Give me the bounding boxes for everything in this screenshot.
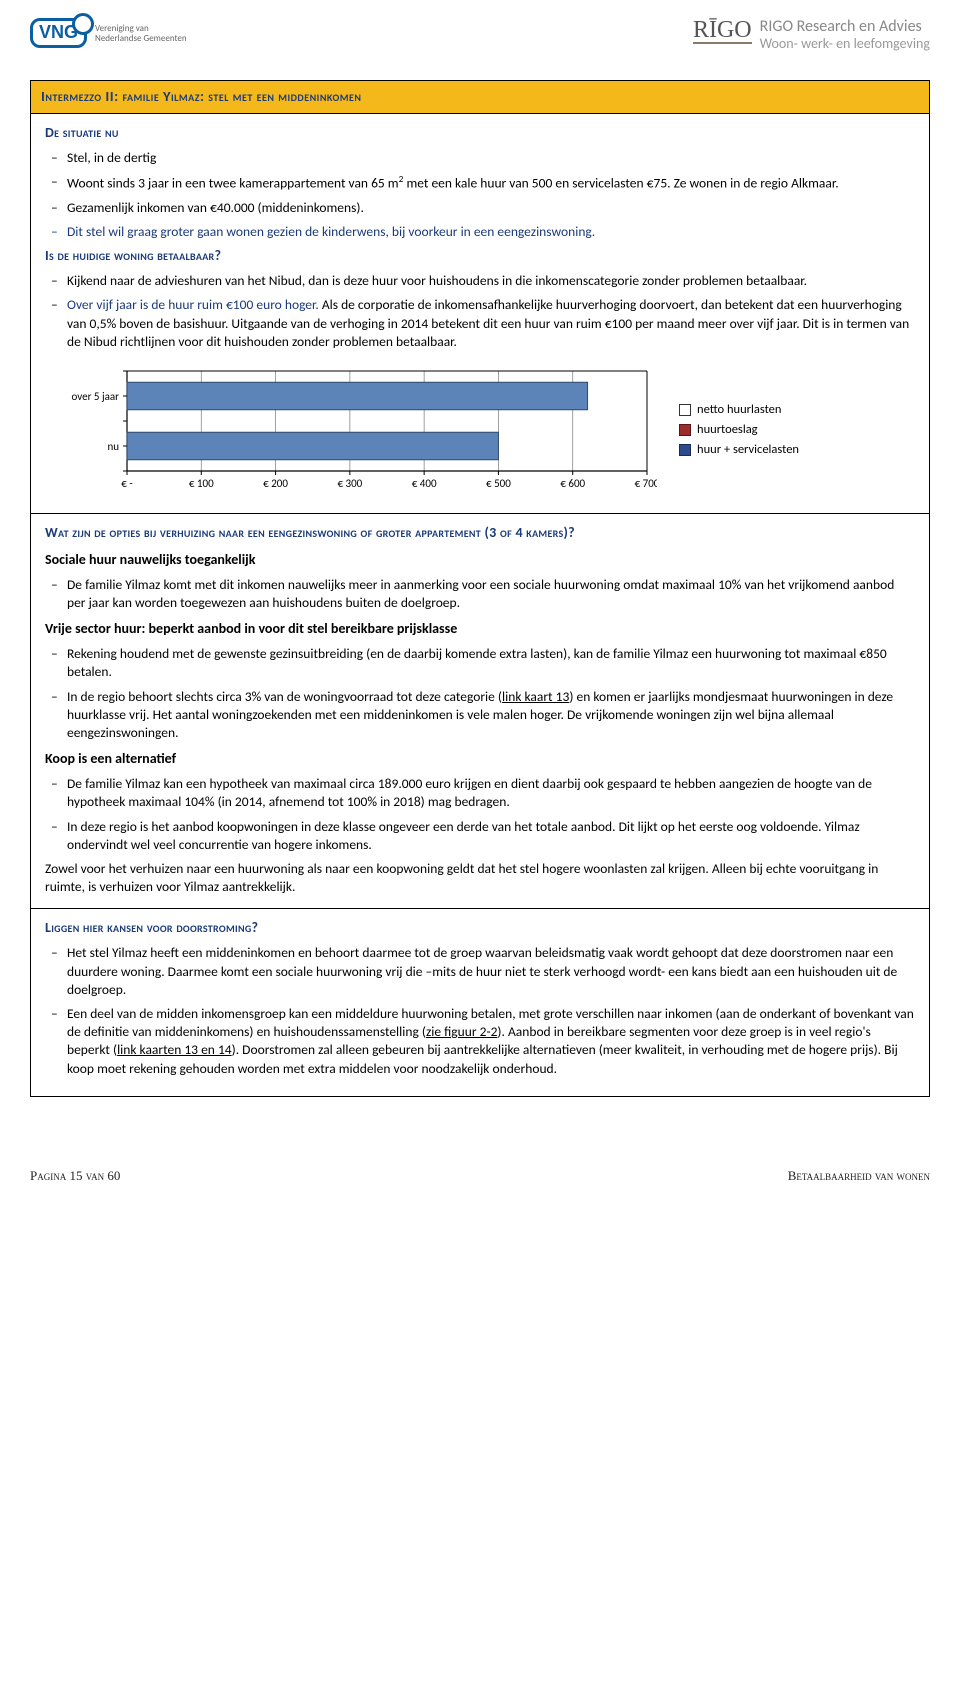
chart-svg: € - € 100 € 200 € 300 € 400 € 500 € 600 € 700 ov… (57, 365, 657, 495)
vng-logo: VNG Vereniging van Nederlandse Gemeenten (30, 18, 187, 48)
legend-huurservice: huur + servicelasten (679, 442, 799, 459)
vng-badge: VNG (30, 18, 87, 48)
legend-netto-label: netto huurlasten (697, 402, 781, 419)
link-kaarten-13-14[interactable]: link kaarten 13 en 14 (117, 1041, 232, 1058)
rigo-line1: RIGO Research en Advies (760, 18, 930, 36)
para-conclusie: Zowel voor het verhuizen naar een huurwo… (45, 860, 915, 896)
svg-text:€ 300: € 300 (337, 477, 362, 490)
list-doorstroming: Het stel Yilmaz heeft een middeninkomen … (45, 944, 915, 1078)
bullet-aanbod-koop: In deze regio is het aanbod koopwoningen… (45, 818, 915, 854)
rigo-mark: RĪGO (693, 18, 752, 44)
swatch-huurservice (679, 444, 691, 456)
legend-huurservice-label: huur + servicelasten (697, 442, 799, 459)
vng-sub-line2: Nederlandse Gemeenten (95, 34, 187, 44)
betaalbaar-list: Kijkend naar de advieshuren van het Nibu… (45, 272, 915, 351)
rigo-line2: Woon- werk- en leefomgeving (760, 36, 930, 52)
swatch-netto (679, 404, 691, 416)
vng-label: VNG (39, 22, 78, 42)
svg-text:€ -: € - (121, 477, 132, 490)
subhead-sociale-huur: Sociale huur nauwelijks toegankelijk (45, 551, 915, 570)
svg-text:€ 500: € 500 (486, 477, 511, 490)
swatch-huurtoeslag (679, 424, 691, 436)
link-kaart-13[interactable]: link kaart 13 (502, 688, 569, 705)
subhead-vrije-sector: Vrije sector huur: beperkt aanbod in voo… (45, 620, 915, 639)
legend-huurtoeslag: huurtoeslag (679, 422, 799, 439)
svg-text:nu: nu (107, 440, 119, 453)
bullet-stel: Stel, in de dertig (45, 149, 915, 167)
bullet-3pct: In de regio behoort slechts circa 3% van… (45, 688, 915, 743)
svg-text:over 5 jaar: over 5 jaar (72, 390, 120, 403)
list-koop: De familie Yilmaz kan een hypotheek van … (45, 775, 915, 854)
bullet-over-5-jaar: Over vijf jaar is de huur ruim €100 euro… (45, 296, 915, 351)
bullet-doorstroming-2: Een deel van de midden inkomensgroep kan… (45, 1005, 915, 1078)
situatie-list: Stel, in de dertig Woont sinds 3 jaar in… (45, 149, 915, 241)
page-header: VNG Vereniging van Nederlandse Gemeenten… (30, 18, 930, 52)
svg-text:€ 700: € 700 (635, 477, 657, 490)
bullet-woont-b: met een kale huur van 500 en servicelast… (403, 175, 838, 192)
box-title: Intermezzo II: familie Yilmaz: stel met … (31, 81, 929, 114)
section-situatie: De situatie nu Stel, in de dertig Woont … (31, 114, 929, 514)
section-opties: Wat zijn de opties bij verhuizing naar e… (31, 514, 929, 909)
bullet-inkomen: Gezamenlijk inkomen van €40.000 (middeni… (45, 199, 915, 217)
chart-legend: netto huurlasten huurtoeslag huur + serv… (679, 399, 799, 462)
bullet-max-850: Rekening houdend met de gewenste gezinsu… (45, 645, 915, 681)
bullet-over-5-jaar-blue: Over vijf jaar is de huur ruim €100 euro… (67, 296, 319, 313)
bullet-sociale-huur: De familie Yilmaz komt met dit inkomen n… (45, 576, 915, 612)
legend-netto: netto huurlasten (679, 402, 799, 419)
legend-huurtoeslag-label: huurtoeslag (697, 422, 758, 439)
svg-text:€ 400: € 400 (412, 477, 437, 490)
bullet-woont: Woont sinds 3 jaar in een twee kamerappa… (45, 173, 915, 193)
section-doorstroming: Liggen hier kansen voor doorstroming? He… (31, 909, 929, 1095)
link-figuur-2-2[interactable]: zie figuur 2-2 (426, 1023, 497, 1040)
bullet-doorstroming-1: Het stel Yilmaz heeft een middeninkomen … (45, 944, 915, 999)
intermezzo-box: Intermezzo II: familie Yilmaz: stel met … (30, 80, 930, 1096)
heading-doorstroming: Liggen hier kansen voor doorstroming? (45, 919, 915, 938)
huurlasten-chart: € - € 100 € 200 € 300 € 400 € 500 € 600 € 700 ov… (45, 357, 915, 501)
bullet-woont-a: Woont sinds 3 jaar in een twee kamerappa… (67, 175, 399, 192)
bullet-hypotheek: De familie Yilmaz kan een hypotheek van … (45, 775, 915, 811)
rigo-logo: RĪGO RIGO Research en Advies Woon- werk-… (693, 18, 930, 52)
vng-subtitle: Vereniging van Nederlandse Gemeenten (95, 24, 187, 45)
bullet-advieshuren: Kijkend naar de advieshuren van het Nibu… (45, 272, 915, 290)
page-footer: Pagina 15 van 60 Betaalbaarheid van wone… (30, 1167, 930, 1185)
heading-de-situatie-nu: De situatie nu (45, 124, 915, 143)
rigo-text: RIGO Research en Advies Woon- werk- en l… (760, 18, 930, 52)
svg-text:€ 200: € 200 (263, 477, 288, 490)
heading-opties: Wat zijn de opties bij verhuizing naar e… (45, 524, 915, 543)
bullet-wens: Dit stel wil graag groter gaan wonen gez… (45, 223, 915, 241)
list-vrije-sector: Rekening houdend met de gewenste gezinsu… (45, 645, 915, 742)
list-sociale-huur: De familie Yilmaz komt met dit inkomen n… (45, 576, 915, 612)
subhead-koop: Koop is een alternatief (45, 750, 915, 769)
svg-text:€ 600: € 600 (560, 477, 585, 490)
heading-betaalbaar: Is de huidige woning betaalbaar? (45, 247, 915, 266)
bullet-3pct-a: In de regio behoort slechts circa 3% van… (67, 688, 502, 705)
svg-text:€ 100: € 100 (189, 477, 214, 490)
footer-left: Pagina 15 van 60 (30, 1167, 120, 1185)
footer-right: Betaalbaarheid van wonen (788, 1167, 930, 1185)
